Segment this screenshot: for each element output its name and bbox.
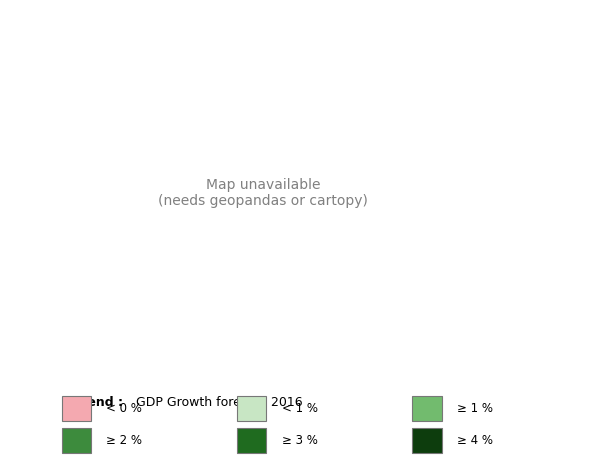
FancyBboxPatch shape [412,396,442,421]
Text: Map unavailable
(needs geopandas or cartopy): Map unavailable (needs geopandas or cart… [158,178,368,208]
Text: Legend :: Legend : [62,396,122,409]
Text: < 0 %: < 0 % [106,402,142,415]
Text: ≥ 4 %: ≥ 4 % [457,434,493,447]
Text: ≥ 1 %: ≥ 1 % [457,402,493,415]
Text: GDP Growth forecast 2016: GDP Growth forecast 2016 [132,396,303,409]
FancyBboxPatch shape [237,428,266,453]
FancyBboxPatch shape [412,428,442,453]
FancyBboxPatch shape [62,396,91,421]
FancyBboxPatch shape [237,396,266,421]
FancyBboxPatch shape [62,428,91,453]
Text: ≥ 2 %: ≥ 2 % [106,434,143,447]
Text: ≥ 3 %: ≥ 3 % [282,434,317,447]
Text: < 1 %: < 1 % [282,402,318,415]
